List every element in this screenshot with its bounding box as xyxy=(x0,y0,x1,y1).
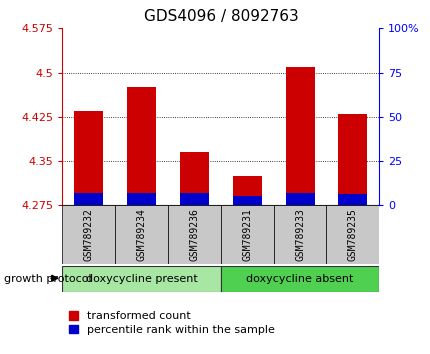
Text: GSM789234: GSM789234 xyxy=(136,208,146,261)
Text: GSM789231: GSM789231 xyxy=(242,208,252,261)
Bar xyxy=(338,114,366,205)
Bar xyxy=(180,152,209,205)
Text: GSM789233: GSM789233 xyxy=(295,208,304,261)
Bar xyxy=(326,205,378,264)
Bar xyxy=(62,266,221,292)
Bar xyxy=(127,193,156,205)
Bar xyxy=(62,205,115,264)
Bar xyxy=(285,193,314,205)
Bar xyxy=(74,111,103,205)
Bar xyxy=(115,205,168,264)
Text: GSM789235: GSM789235 xyxy=(347,208,357,261)
Bar xyxy=(127,87,156,205)
Bar xyxy=(220,266,378,292)
Text: doxycycline absent: doxycycline absent xyxy=(246,274,353,284)
Bar xyxy=(232,196,261,205)
Bar xyxy=(273,205,326,264)
Bar xyxy=(74,193,103,205)
Title: GDS4096 / 8092763: GDS4096 / 8092763 xyxy=(143,9,298,24)
Legend: transformed count, percentile rank within the sample: transformed count, percentile rank withi… xyxy=(68,310,275,336)
Bar xyxy=(338,194,366,205)
Text: doxycycline present: doxycycline present xyxy=(86,274,197,284)
Bar xyxy=(180,193,209,205)
Bar xyxy=(285,67,314,205)
Text: growth protocol: growth protocol xyxy=(4,274,92,284)
Bar xyxy=(168,205,220,264)
Text: GSM789236: GSM789236 xyxy=(189,208,199,261)
Bar xyxy=(220,205,273,264)
Text: GSM789232: GSM789232 xyxy=(84,208,94,261)
Bar xyxy=(232,176,261,205)
